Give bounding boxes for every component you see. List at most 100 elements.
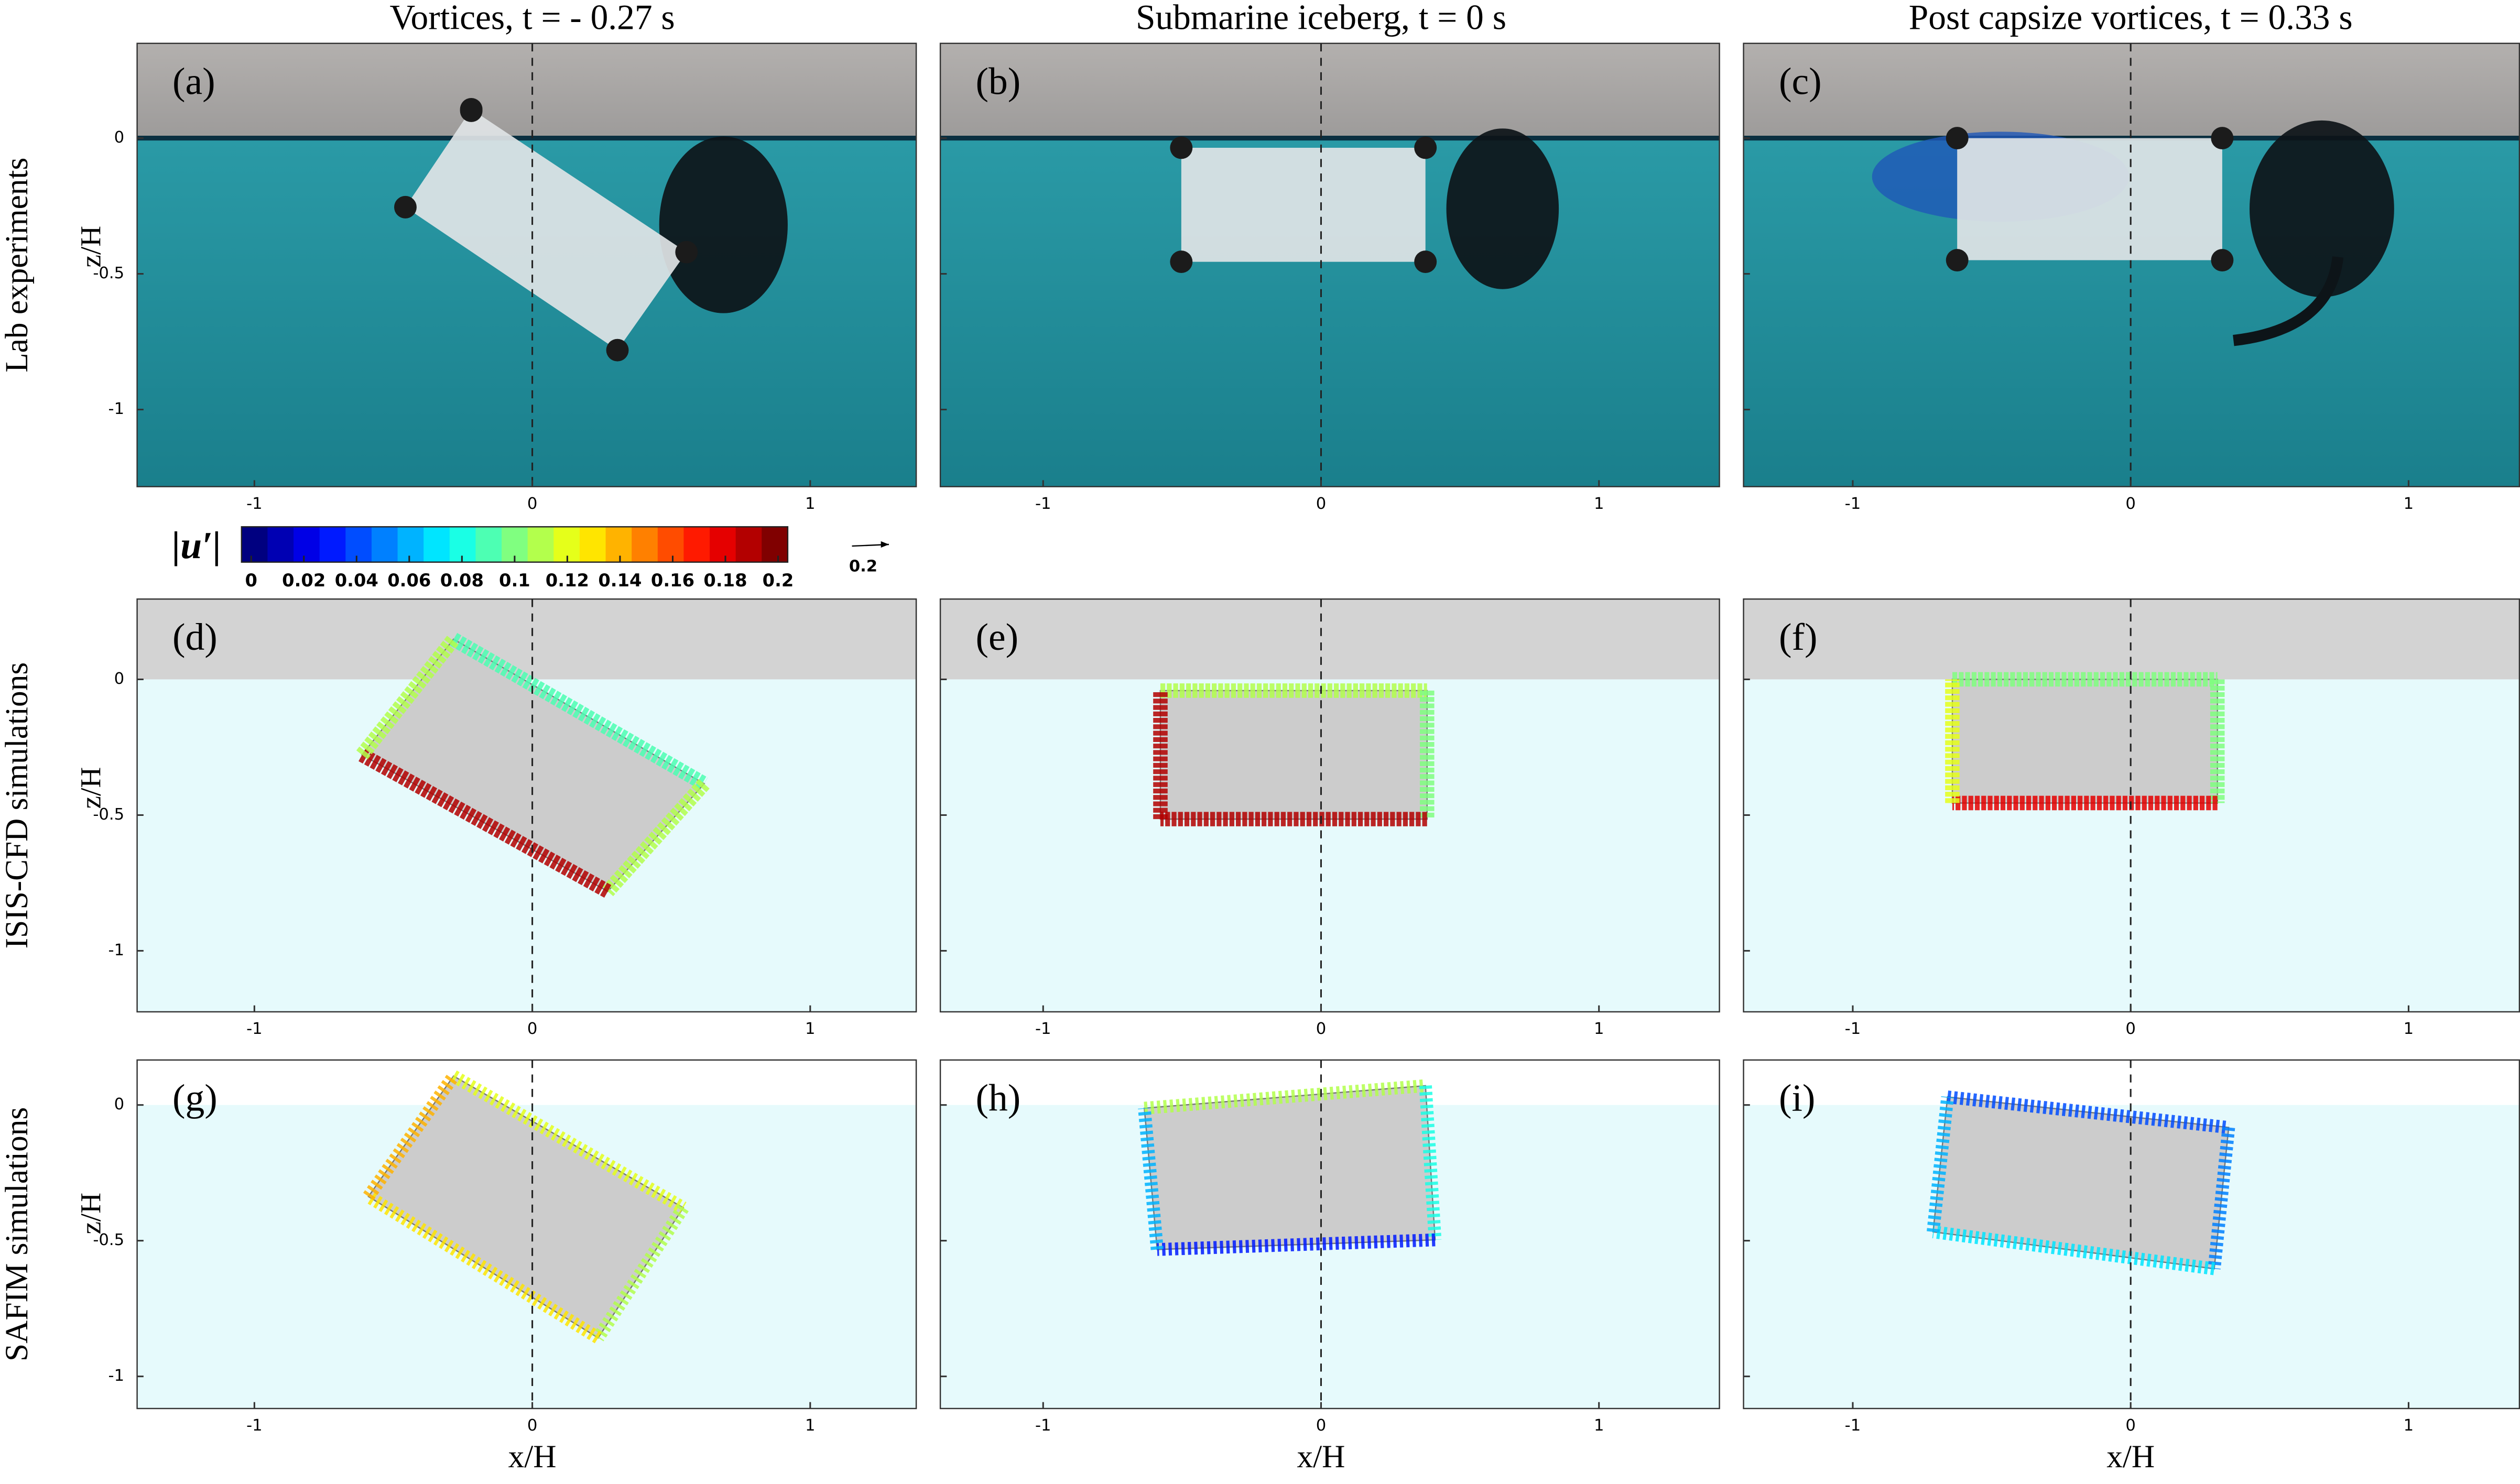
panel-label: (i) — [1779, 1076, 1815, 1119]
colorbar-label: |u′| — [172, 523, 221, 566]
air — [1743, 599, 2519, 680]
colorbar-tick-label: 0.02 — [282, 570, 325, 591]
x-axis-label: x/H — [508, 1439, 557, 1475]
x-tick-label: -1 — [1845, 1416, 1861, 1435]
z-tick-label: -1 — [108, 400, 125, 418]
x-tick-label: 0 — [1316, 1416, 1327, 1435]
z-axis-label: z/H — [75, 1193, 107, 1235]
panel-label: (d) — [172, 615, 218, 658]
colorbar-segment — [657, 527, 685, 562]
iceberg-block — [1181, 147, 1426, 262]
z-axis-label: z/H — [75, 226, 107, 268]
x-tick-label: 0 — [527, 495, 538, 513]
colorbar-segment — [294, 527, 320, 562]
x-tick-label: -1 — [246, 1416, 263, 1435]
panel-frame — [136, 1059, 917, 1410]
x-tick-label: 1 — [805, 1020, 816, 1038]
x-tick-label: 1 — [1594, 1020, 1604, 1038]
z-axis-label: z/H — [75, 767, 107, 809]
marker-dot — [460, 100, 483, 122]
colorbar-segment — [605, 527, 633, 562]
x-tick-label: 1 — [1594, 1416, 1604, 1435]
z-tick-label: -0.5 — [93, 805, 124, 824]
velocity-vectors — [2208, 1127, 2235, 1270]
colorbar-segment — [527, 527, 555, 562]
black-dye — [659, 136, 788, 313]
colorbar-tick-label: 0.2 — [763, 570, 794, 591]
air — [137, 1060, 917, 1105]
x-tick-label: 1 — [1594, 495, 1604, 513]
z-tick-label: -1 — [108, 1367, 125, 1385]
panel-label: (g) — [172, 1076, 218, 1119]
column-title: Vortices, t = - 0.27 s — [390, 0, 675, 37]
air — [940, 599, 1720, 680]
colorbar-tick-label: 0.08 — [440, 570, 484, 591]
colorbar-segment — [241, 527, 268, 562]
x-tick-label: -1 — [1035, 495, 1051, 513]
colorbar-segment — [423, 527, 450, 562]
row-label: SAFIM simulations — [0, 1107, 35, 1361]
velocity-vectors — [1419, 1085, 1442, 1240]
z-tick-label: -0.5 — [93, 1231, 124, 1249]
x-tick-label: 0 — [527, 1416, 538, 1435]
marker-dot — [394, 195, 417, 219]
iceberg-block — [1143, 1085, 1436, 1250]
marker-dot — [1946, 249, 1969, 271]
velocity-vectors — [363, 1072, 459, 1201]
x-tick-label: 1 — [2404, 1020, 2414, 1038]
colorbar-segment — [762, 527, 788, 562]
x-tick-label: 0 — [527, 1020, 538, 1038]
marker-dot — [1946, 127, 1969, 150]
row-label: Lab experiments — [0, 158, 35, 373]
marker-dot — [1170, 250, 1193, 274]
velocity-vectors — [450, 1070, 687, 1214]
row-label: ISIS-CFD simulations — [0, 662, 35, 949]
panel-frame — [939, 598, 1720, 1013]
column-title: Submarine iceberg, t = 0 s — [1136, 0, 1506, 37]
colorbar-segment — [632, 527, 658, 562]
panel-label: (h) — [976, 1076, 1021, 1119]
velocity-vectors — [450, 632, 708, 790]
velocity-vectors — [359, 748, 612, 898]
panel-label: (a) — [172, 59, 215, 102]
marker-dot — [675, 241, 698, 264]
velocity-vectors — [1157, 1233, 1436, 1256]
colorbar-segment — [475, 527, 502, 562]
colorbar-segment — [397, 527, 425, 562]
panel: -1 0 1 0 -0.5 -1 x/H — [93, 1059, 917, 1475]
velocity-vectors — [1947, 1090, 2230, 1134]
tank-wall — [940, 43, 1720, 138]
panel-frame — [939, 1059, 1720, 1410]
colorbar-segment — [579, 527, 606, 562]
colorbar-tick-label: 0.12 — [546, 570, 589, 591]
x-tick-label: 0 — [2125, 495, 2136, 513]
x-tick-label: -1 — [1845, 1020, 1861, 1038]
z-tick-label: 0 — [114, 128, 125, 147]
colorbar-segment — [267, 527, 294, 562]
panel-frame — [136, 42, 917, 487]
colorbar-segment — [735, 527, 763, 562]
velocity-vectors — [356, 635, 460, 760]
x-axis-label: x/H — [1297, 1439, 1345, 1475]
x-tick-label: 0 — [1316, 1020, 1327, 1038]
x-tick-label: -1 — [246, 1020, 263, 1038]
z-tick-label: -1 — [108, 941, 125, 959]
x-tick-label: 0 — [2125, 1416, 2136, 1435]
tank-wall — [137, 43, 917, 138]
panel: -1 0 1 0 -0.5 -1 — [93, 42, 917, 513]
panel: -1 0 1 — [939, 42, 1720, 513]
colorbar-segment — [319, 527, 346, 562]
colorbar-tick-label: 0.04 — [335, 570, 378, 591]
colorbar-tick-label: 0 — [245, 570, 257, 591]
colorbar-tick-label: 0.06 — [387, 570, 431, 591]
x-axis-label: x/H — [2106, 1439, 2155, 1475]
x-tick-label: -1 — [246, 495, 263, 513]
velocity-vectors — [602, 779, 710, 897]
z-tick-label: -0.5 — [93, 264, 124, 282]
colorbar-segment — [345, 527, 372, 562]
panel: -1 0 1 0 -0.5 -1 — [93, 598, 917, 1038]
panel-label: (b) — [976, 59, 1021, 102]
z-tick-label: 0 — [114, 1095, 125, 1114]
